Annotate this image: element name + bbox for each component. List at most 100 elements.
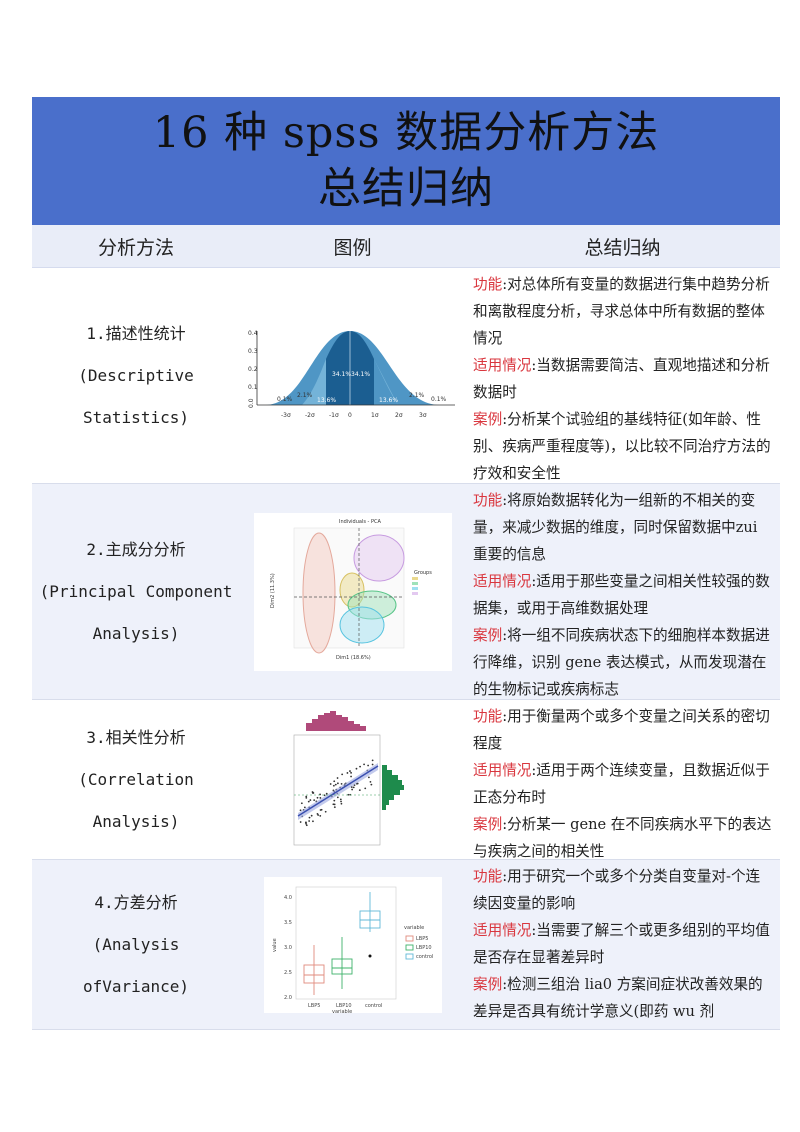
usage-label: 适用情况 bbox=[473, 762, 532, 779]
box-xlabel: variable bbox=[332, 1009, 352, 1013]
scatter-point bbox=[333, 803, 336, 805]
scatter-point bbox=[339, 797, 342, 800]
scatter-point bbox=[334, 783, 337, 786]
scatter-point bbox=[366, 764, 369, 766]
case-text: :将一组不同疾病状态下的细胞样本数据进行降维，识别 gene 表达模式，从而发现… bbox=[473, 627, 770, 698]
title-line1: 16 种 spss 数据分析方法 bbox=[152, 108, 660, 158]
scatter-point bbox=[352, 785, 355, 788]
xtick: -2σ bbox=[305, 412, 315, 419]
scatter-point bbox=[332, 779, 335, 782]
scatter-point bbox=[323, 793, 325, 796]
method-name: 4.方差分析 bbox=[94, 892, 178, 912]
scatter-point bbox=[300, 801, 303, 804]
scatter-point bbox=[318, 796, 321, 799]
scatter-point bbox=[371, 763, 373, 765]
pct-label: 13.6% bbox=[379, 397, 398, 404]
scatter-point bbox=[371, 759, 374, 761]
table-row: 3.相关性分析 (Correlation Analysis) 功能:用于衡量两个… bbox=[32, 700, 780, 860]
scatter-point bbox=[311, 790, 313, 793]
scatter-point bbox=[299, 820, 302, 823]
method-name: 2.主成分分析 bbox=[86, 539, 186, 559]
scatter-point bbox=[304, 796, 307, 799]
scatter-point bbox=[310, 814, 313, 817]
scatter-point bbox=[316, 812, 318, 815]
column-header-figure: 图例 bbox=[333, 236, 372, 259]
scatter-point bbox=[358, 765, 361, 768]
figure-cell: Individuals - PCA Groups Dim1 (18.6%) Di… bbox=[240, 484, 465, 699]
title-banner: 16 种 spss 数据分析方法 总结归纳 bbox=[32, 97, 780, 225]
ytick: 0.0 bbox=[248, 398, 255, 408]
pca-xlabel: Dim1 (18.6%) bbox=[336, 655, 371, 661]
xtick: LBP5 bbox=[308, 1003, 320, 1009]
summary-cell: 功能:将原始数据转化为一组新的不相关的变量，来减少数据的维度，同时保留数据中zu… bbox=[465, 484, 780, 699]
summary-cell: 功能:用于研究一个或多个分类自变量对-个连续因变量的影响 适用情况:当需要了解三… bbox=[465, 860, 780, 1029]
ytick: 0.3 bbox=[248, 348, 258, 355]
scatter-point bbox=[305, 823, 308, 826]
usage-label: 适用情况 bbox=[473, 357, 532, 374]
correlation-scatter-figure bbox=[293, 710, 404, 845]
function-label: 功能 bbox=[473, 276, 503, 293]
pct-label: 0.1% bbox=[431, 396, 447, 403]
method-english-cont: Analysis) bbox=[92, 811, 180, 831]
method-cell: 1.描述性统计 (Descriptive Statistics) bbox=[32, 268, 240, 483]
figure-cell: 2.0 2.5 3.0 3.5 4.0 LBP5 LBP10 control v… bbox=[240, 860, 465, 1029]
column-header-method: 分析方法 bbox=[97, 236, 174, 259]
xtick: -3σ bbox=[281, 412, 291, 419]
xtick: -1σ bbox=[329, 412, 339, 419]
scatter-point bbox=[358, 788, 361, 791]
method-english: (Analysis bbox=[92, 934, 180, 954]
method-english-cont: Analysis) bbox=[92, 623, 180, 643]
scatter-point bbox=[369, 783, 372, 786]
ytick: 4.0 bbox=[284, 895, 292, 901]
pct-label: 13.6% bbox=[317, 397, 336, 404]
pct-label: 34.1% bbox=[351, 371, 370, 378]
function-label: 功能 bbox=[473, 868, 503, 885]
ytick: 0.2 bbox=[248, 366, 258, 373]
pct-label: 2.1% bbox=[409, 392, 425, 399]
function-text: :用于衡量两个或多个变量之间关系的密切程度 bbox=[473, 708, 770, 752]
function-label: 功能 bbox=[473, 492, 503, 509]
case-text: :分析某个试验组的基线特征(如年龄、性别、疾病严重程度等)，以比较不同治疗方法的… bbox=[473, 411, 771, 482]
scatter-point bbox=[349, 771, 352, 774]
pct-label: 34.1% bbox=[332, 371, 351, 378]
scatter-point bbox=[332, 784, 335, 787]
ytick: 3.0 bbox=[284, 945, 292, 951]
column-header-summary: 总结归纳 bbox=[584, 236, 661, 259]
scatter-point bbox=[339, 800, 342, 802]
scatter-point bbox=[348, 769, 351, 772]
method-cell: 2.主成分分析 (Principal Component Analysis) bbox=[32, 484, 240, 699]
scatter-point bbox=[307, 800, 310, 803]
xtick: LBP10 bbox=[336, 1003, 352, 1009]
scatter-point bbox=[331, 802, 334, 805]
case-text: :检测三组治 lia0 方案间症状改善效果的差异是否具有统计学意义(即药 wu … bbox=[473, 976, 763, 1020]
infographic: 16 种 spss 数据分析方法 总结归纳 分析方法 图例 总结归纳 1.描述性… bbox=[32, 97, 780, 1030]
anova-boxplot-figure: 2.0 2.5 3.0 3.5 4.0 LBP5 LBP10 control v… bbox=[263, 876, 442, 1013]
title-line2: 总结归纳 bbox=[318, 164, 494, 214]
scatter-point bbox=[308, 816, 310, 819]
case-label: 案例 bbox=[473, 627, 503, 644]
xtick: 1σ bbox=[371, 412, 379, 419]
scatter-point bbox=[350, 788, 353, 790]
scatter-point bbox=[362, 762, 365, 765]
ytick: 2.0 bbox=[284, 995, 292, 1001]
function-text: :用于研究一个或多个分类自变量对-个连续因变量的影响 bbox=[473, 868, 761, 912]
scatter-point bbox=[303, 806, 306, 808]
scatter-point bbox=[312, 798, 315, 801]
xtick: 0 bbox=[348, 412, 352, 419]
ytick: 0.1 bbox=[248, 384, 258, 391]
box-ylabel: value bbox=[272, 938, 278, 952]
figure-cell bbox=[240, 700, 465, 859]
scatter-point bbox=[304, 795, 307, 797]
table-row: 1.描述性统计 (Descriptive Statistics) 0.0 0.1… bbox=[32, 268, 780, 484]
pca-title: Individuals - PCA bbox=[339, 519, 381, 525]
legend-item: LBP5 bbox=[416, 936, 428, 942]
pca-legend-title: Groups bbox=[414, 570, 432, 576]
pct-label: 2.1% bbox=[297, 392, 313, 399]
summary-cell: 功能:用于衡量两个或多个变量之间关系的密切程度 适用情况:适用于两个连续变量，且… bbox=[465, 700, 780, 860]
scatter-point bbox=[307, 819, 310, 822]
usage-text: :当需要了解三个或更多组别的平均值是否存在显著差异时 bbox=[473, 922, 770, 966]
xtick: 2σ bbox=[395, 412, 403, 419]
scatter-point bbox=[340, 802, 342, 805]
method-name: 1.描述性统计 bbox=[86, 323, 186, 343]
ytick: 0.4 bbox=[248, 330, 258, 337]
